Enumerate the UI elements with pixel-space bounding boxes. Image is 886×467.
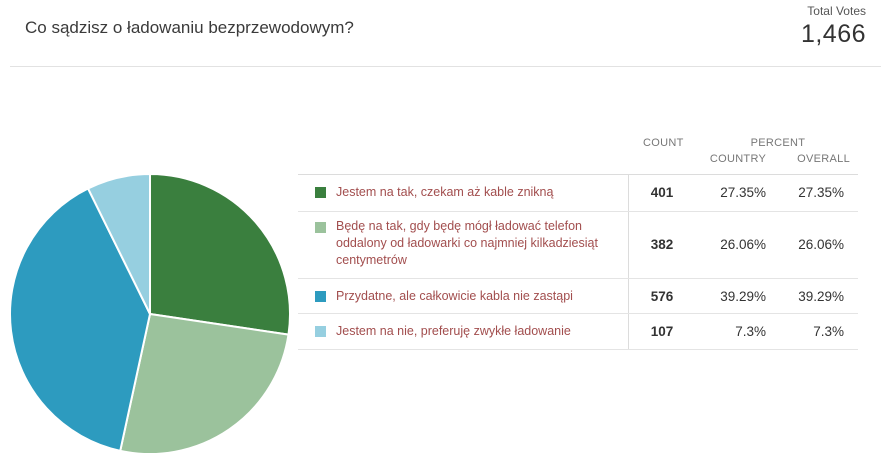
legend-swatch: [315, 326, 326, 337]
percent-header: PERCENT: [750, 137, 806, 149]
poll-question: Co sądzisz o ładowaniu bezprzewodowym?: [25, 18, 354, 37]
table-row: Przydatne, ale całkowicie kabla nie zast…: [298, 279, 858, 314]
answer-percent-overall: 39.29%: [798, 289, 844, 304]
country-header: COUNTRY: [709, 153, 767, 165]
pie-chart-svg: [9, 172, 291, 455]
pie-chart: [8, 172, 292, 456]
answer-count: 401: [650, 185, 674, 200]
answer-percent-country: 27.35%: [720, 185, 766, 200]
answer-label: Jestem na nie, preferuję zwykłe ładowani…: [336, 324, 571, 338]
answer-percent-country: 7.3%: [735, 324, 766, 339]
count-header: COUNT: [643, 137, 684, 149]
answer-percent-country: 26.06%: [720, 237, 766, 252]
table-row: Będę na tak, gdy będę mógł ładować telef…: [298, 212, 858, 279]
answer-percent-country: 39.29%: [720, 289, 766, 304]
total-votes-label: Total Votes: [807, 4, 866, 18]
legend-swatch: [315, 291, 326, 302]
answer-label: Będę na tak, gdy będę mógł ładować telef…: [336, 219, 598, 267]
legend-swatch: [315, 187, 326, 198]
answer-percent-overall: 27.35%: [798, 185, 844, 200]
table-top-divider: [298, 174, 858, 175]
pie-slice-4: [86, 172, 151, 315]
answer-label: Jestem na tak, czekam aż kable znikną: [336, 185, 554, 199]
pie-slice-3: [9, 187, 152, 452]
answer-count: 576: [650, 289, 674, 304]
answer-count: 382: [650, 237, 674, 252]
answer-percent-overall: 26.06%: [798, 237, 844, 252]
answer-count: 107: [650, 324, 674, 339]
results-table: COUNT PERCENT COUNTRY OVERALL Jestem na …: [298, 130, 858, 360]
pie-slice-2: [119, 312, 290, 455]
overall-header: OVERALL: [797, 153, 850, 165]
total-votes-value: 1,466: [800, 20, 866, 48]
table-row: Jestem na tak, czekam aż kable znikną 40…: [298, 174, 858, 212]
column-divider: [628, 174, 629, 350]
header-divider: [10, 66, 881, 67]
legend-swatch: [315, 222, 326, 233]
answer-percent-overall: 7.3%: [813, 324, 844, 339]
pie-slice-1: [149, 172, 291, 336]
answer-label: Przydatne, ale całkowicie kabla nie zast…: [336, 289, 573, 303]
table-row: Jestem na nie, preferuję zwykłe ładowani…: [298, 314, 858, 350]
total-votes: Total Votes 1,466: [801, 4, 866, 49]
